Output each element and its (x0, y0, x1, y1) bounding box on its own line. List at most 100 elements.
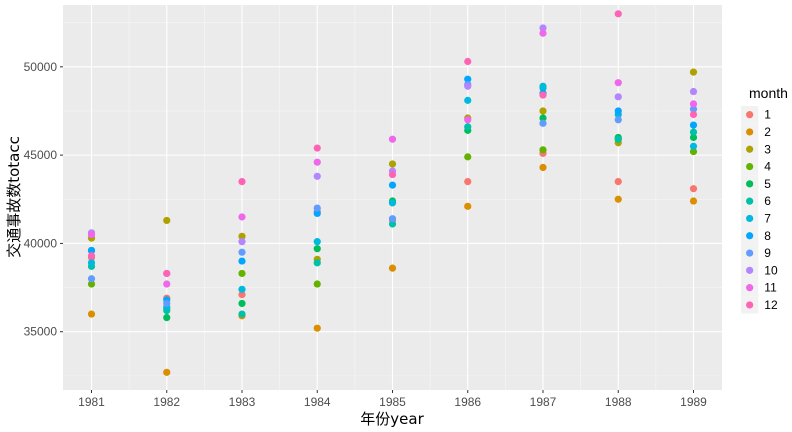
data-point-month-1 (238, 291, 246, 299)
data-point-month-11 (238, 213, 246, 221)
data-point-month-2 (87, 310, 96, 318)
legend-marker-month-4 (746, 162, 754, 171)
data-point-month-5 (313, 245, 321, 253)
data-point-month-3 (238, 232, 246, 240)
legend-label-month-8: 8 (764, 229, 771, 243)
data-point-month-3 (163, 216, 171, 225)
data-point-month-12 (614, 10, 622, 18)
data-point-month-11 (614, 79, 622, 87)
y-axis: 35000 40000 45000 50000 (24, 60, 63, 339)
x-axis-title: 年份year (360, 410, 424, 428)
data-point-month-11 (464, 116, 472, 124)
data-point-month-4 (313, 280, 321, 288)
legend-marker-month-8 (746, 232, 754, 240)
data-point-month-8 (313, 209, 321, 217)
data-point-month-12 (388, 170, 397, 179)
data-point-month-9 (689, 105, 698, 113)
data-point-month-7 (313, 238, 321, 246)
x-tick-label: 1985 (379, 395, 406, 409)
data-point-month-4 (539, 146, 547, 154)
x-tick-label: 1983 (229, 395, 256, 409)
data-point-month-5 (238, 299, 246, 308)
legend-marker-month-3 (746, 145, 754, 153)
legend-marker-month-7 (746, 214, 754, 223)
legend-label-month-7: 7 (764, 211, 771, 225)
data-point-month-9 (388, 215, 397, 223)
x-tick-label: 1981 (78, 395, 105, 409)
legend-marker-month-6 (746, 197, 754, 205)
data-point-month-7 (388, 199, 397, 207)
data-point-month-8 (689, 121, 698, 129)
data-point-month-6 (238, 310, 246, 318)
data-point-month-1 (689, 185, 698, 193)
data-point-month-10 (464, 82, 472, 90)
data-point-month-9 (238, 248, 246, 256)
x-tick-label: 1987 (530, 395, 557, 409)
data-point-month-9 (87, 275, 96, 283)
data-point-month-1 (614, 178, 622, 186)
legend-label-month-10: 10 (764, 263, 778, 277)
data-point-month-7 (87, 259, 96, 267)
data-point-month-1 (464, 178, 472, 186)
data-point-month-6 (689, 128, 698, 136)
x-tick-label: 1988 (605, 395, 632, 409)
legend-label-month-5: 5 (764, 177, 771, 191)
data-point-month-10 (614, 93, 622, 101)
data-point-month-9 (313, 204, 321, 212)
data-point-month-5 (539, 114, 547, 122)
data-point-month-7 (539, 82, 547, 90)
data-point-month-12 (238, 178, 246, 186)
data-point-month-12 (87, 252, 96, 260)
y-tick-label: 45000 (24, 148, 58, 162)
legend-label-month-9: 9 (764, 246, 771, 260)
legend-marker-month-9 (746, 249, 754, 257)
data-point-month-12 (539, 91, 547, 99)
data-point-month-11 (539, 29, 547, 37)
data-point-month-12 (464, 57, 472, 66)
data-point-month-5 (163, 313, 171, 322)
data-point-month-2 (313, 324, 321, 332)
data-point-month-9 (614, 116, 622, 124)
data-point-month-2 (539, 163, 547, 172)
data-point-month-6 (313, 259, 321, 267)
data-point-month-12 (313, 144, 321, 152)
x-tick-label: 1984 (304, 395, 331, 409)
data-point-month-3 (539, 107, 547, 115)
legend-label-month-12: 12 (764, 298, 778, 312)
legend-label-month-3: 3 (764, 142, 771, 156)
data-point-month-12 (689, 110, 698, 119)
legend-label-month-4: 4 (764, 160, 771, 174)
y-tick-label: 40000 (24, 236, 58, 250)
data-point-month-11 (689, 100, 698, 108)
legend-marker-month-1 (746, 111, 754, 119)
data-point-month-2 (163, 368, 171, 376)
data-point-month-2 (388, 264, 397, 272)
data-point-month-10 (313, 172, 321, 180)
data-point-month-7 (238, 285, 246, 293)
data-point-month-9 (163, 299, 171, 308)
legend-marker-month-10 (746, 266, 754, 274)
data-point-month-10 (238, 238, 246, 246)
data-point-month-4 (689, 147, 698, 156)
data-point-month-8 (614, 107, 622, 115)
data-point-month-5 (689, 133, 698, 142)
data-point-month-2 (689, 197, 698, 205)
x-tick-label: 1982 (153, 395, 180, 409)
data-point-month-11 (87, 230, 96, 239)
legend-marker-month-11 (746, 284, 754, 292)
data-point-month-10 (689, 87, 698, 96)
data-point-month-10 (539, 24, 547, 32)
legend-label-month-1: 1 (764, 108, 771, 122)
data-point-month-8 (87, 246, 96, 255)
data-point-month-12 (163, 269, 171, 278)
data-point-month-8 (464, 75, 472, 83)
data-point-month-4 (87, 280, 96, 288)
y-tick-label: 50000 (24, 60, 58, 74)
data-point-month-6 (614, 135, 622, 143)
data-points (87, 10, 698, 376)
data-point-month-9 (539, 119, 547, 127)
data-point-month-2 (614, 195, 622, 203)
data-point-month-11 (313, 158, 321, 166)
